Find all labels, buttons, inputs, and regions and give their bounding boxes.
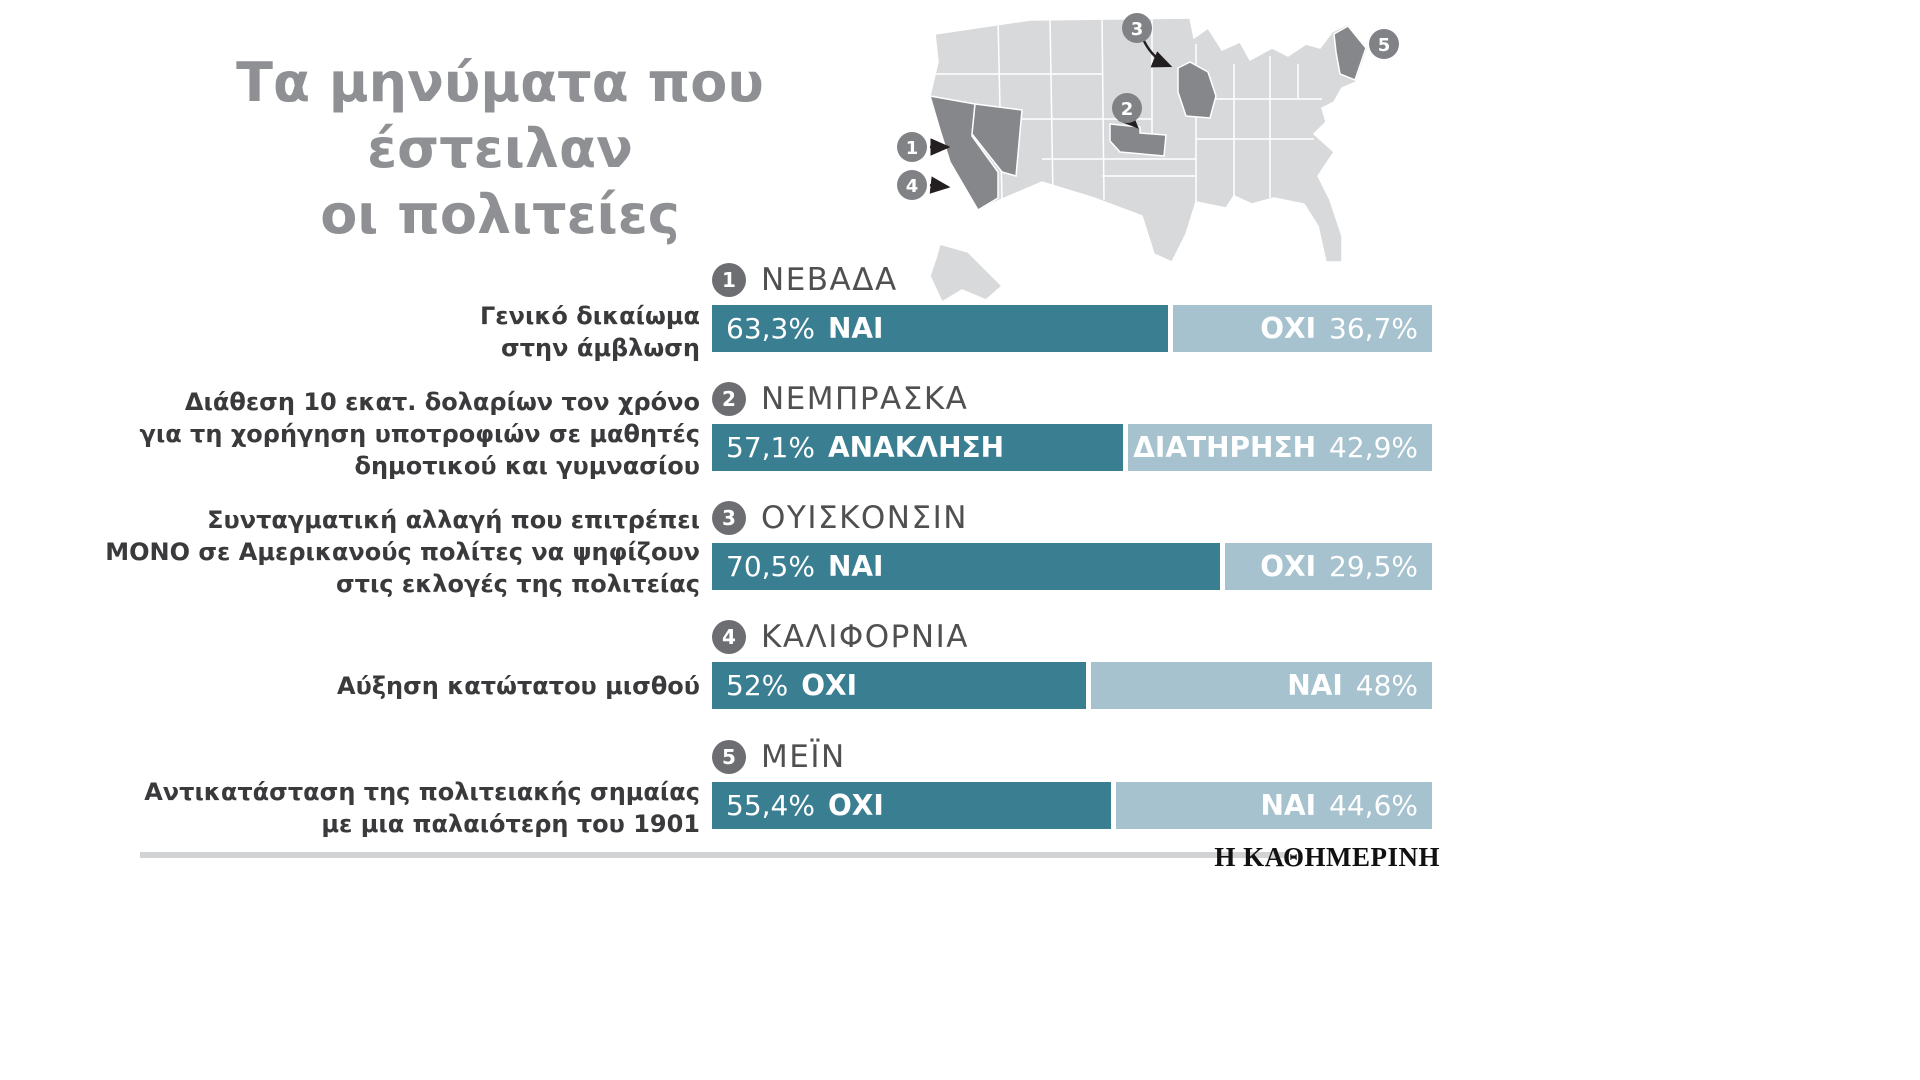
right-vote: ΟΧΙ [1260,312,1317,345]
map-badge-3-number: 3 [1131,19,1144,40]
state-name: ΝΕΒΑΔΑ [761,262,898,298]
row-header: 3 ΟΥΙΣΚΟΝΣΙΝ [712,500,1434,536]
measure-description-1: Γενικό δικαίωμα στην άμβλωση [480,302,700,362]
map-badge-4: 4 [897,170,927,200]
us-map: 1 2 3 4 5 [897,13,1399,304]
result-bar: 63,3% ΝΑΙ ΟΧΙ 36,7% [712,305,1432,352]
state-name: ΚΑΛΙΦΟΡΝΙΑ [761,619,969,655]
chart-row-maine: 5 ΜΕΪΝ 55,4% ΟΧΙ ΝΑΙ 44,6% [712,739,1434,829]
bar-left-segment: 57,1% ΑΝΑΚΛΗΣΗ [712,424,1124,471]
bar-right-segment: ΟΧΙ 36,7% [1172,305,1432,352]
us-map-container: 1 2 3 4 5 [890,4,1550,309]
right-percent: 29,5% [1329,550,1418,583]
state-name: ΟΥΙΣΚΟΝΣΙΝ [761,500,968,536]
bar-right-segment: ΝΑΙ 48% [1091,662,1432,709]
bar-left-segment: 55,4% ΟΧΙ [712,782,1111,829]
row-number-badge: 1 [712,263,746,297]
bar-right-segment: ΔΙΑΤΗΡΗΣΗ 42,9% [1128,424,1432,471]
map-badge-1: 1 [897,132,927,162]
left-vote: ΑΝΑΚΛΗΣΗ [827,431,1005,464]
state-nebraska [1109,123,1167,157]
map-badge-2-number: 2 [1121,99,1134,120]
row-header: 1 ΝΕΒΑΔΑ [712,262,1434,298]
right-vote: ΝΑΙ [1260,789,1317,822]
right-vote: ΝΑΙ [1287,669,1343,702]
bar-left-segment: 70,5% ΝΑΙ [712,543,1220,590]
bar-left-segment: 63,3% ΝΑΙ [712,305,1168,352]
left-percent: 57,1% [726,431,815,464]
state-maine [1333,25,1367,81]
result-bar: 70,5% ΝΑΙ ΟΧΙ 29,5% [712,543,1432,590]
left-vote: ΟΧΙ [827,789,884,822]
row-header: 2 ΝΕΜΠΡΑΣΚΑ [712,381,1434,417]
map-badge-5: 5 [1369,29,1399,59]
map-arrows [929,40,1173,194]
state-wisconsin [1177,61,1217,119]
left-vote: ΝΑΙ [827,312,884,345]
measure-description-3: Συνταγματική αλλαγή που επιτρέπει ΜΟΝΟ σ… [105,506,700,598]
chart-row-nebraska: 2 ΝΕΜΠΡΑΣΚΑ 57,1% ΑΝΑΚΛΗΣΗ ΔΙΑΤΗΡΗΣΗ 42,… [712,381,1434,471]
row-number-badge: 4 [712,620,746,654]
state-borders [930,18,1322,202]
state-nevada [971,103,1023,177]
bar-right-segment: ΟΧΙ 29,5% [1224,543,1432,590]
right-percent: 44,6% [1329,789,1418,822]
result-bar: 52% ΟΧΙ ΝΑΙ 48% [712,662,1432,709]
measure-description-2: Διάθεση 10 εκατ. δολαρίων τον χρόνο για … [139,388,700,480]
map-badge-4-number: 4 [906,176,919,197]
arrow-to-nebraska [1118,108,1139,129]
left-vote: ΟΧΙ [801,669,858,702]
right-percent: 36,7% [1329,312,1418,345]
right-vote: ΔΙΑΤΗΡΗΣΗ [1133,431,1317,464]
alaska-shape [929,243,1004,304]
arrow-to-california [929,176,951,194]
left-percent: 55,4% [726,789,815,822]
map-badge-5-number: 5 [1378,35,1391,56]
left-percent: 70,5% [726,550,815,583]
row-header: 5 ΜΕΪΝ [712,739,1434,775]
left-percent: 63,3% [726,312,815,345]
publisher-logo: Η ΚΑΘΗΜΕΡΙΝΗ [1214,842,1440,872]
state-name: ΝΕΜΠΡΑΣΚΑ [761,381,969,417]
footer-rule [140,852,1285,858]
right-percent: 48% [1355,669,1418,702]
page-title-line2: οι πολιτείες [320,183,680,246]
row-number-badge: 3 [712,501,746,535]
measure-description-4: Αύξηση κατώτατου μισθού [337,672,700,700]
chart-row-california: 4 ΚΑΛΙΦΟΡΝΙΑ 52% ΟΧΙ ΝΑΙ 48% [712,619,1434,709]
map-badge-2: 2 [1112,93,1142,123]
page-title-line1: Τα μηνύματα που έστειλαν [236,51,764,180]
right-percent: 42,9% [1329,431,1418,464]
right-vote: ΟΧΙ [1260,550,1317,583]
chart-row-wisconsin: 3 ΟΥΙΣΚΟΝΣΙΝ 70,5% ΝΑΙ ΟΧΙ 29,5% [712,500,1434,590]
page-title: Τα μηνύματα που έστειλαν οι πολιτείες [130,50,870,248]
map-badge-3: 3 [1122,13,1152,43]
chart-row-nevada: 1 ΝΕΒΑΔΑ 63,3% ΝΑΙ ΟΧΙ 36,7% [712,262,1434,352]
highlighted-states [928,25,1367,212]
left-percent: 52% [726,669,789,702]
left-vote: ΝΑΙ [827,550,884,583]
bar-left-segment: 52% ΟΧΙ [712,662,1087,709]
result-bar: 57,1% ΑΝΑΚΛΗΣΗ ΔΙΑΤΗΡΗΣΗ 42,9% [712,424,1432,471]
state-name: ΜΕΪΝ [761,739,846,775]
result-bar: 55,4% ΟΧΙ ΝΑΙ 44,6% [712,782,1432,829]
row-header: 4 ΚΑΛΙΦΟΡΝΙΑ [712,619,1434,655]
measure-description-5: Αντικατάσταση της πολιτειακής σημαίας με… [144,778,700,838]
arrow-to-wisconsin [1142,40,1173,68]
map-badge-1-number: 1 [906,138,919,159]
bar-right-segment: ΝΑΙ 44,6% [1115,782,1432,829]
row-number-badge: 5 [712,740,746,774]
row-number-badge: 2 [712,382,746,416]
